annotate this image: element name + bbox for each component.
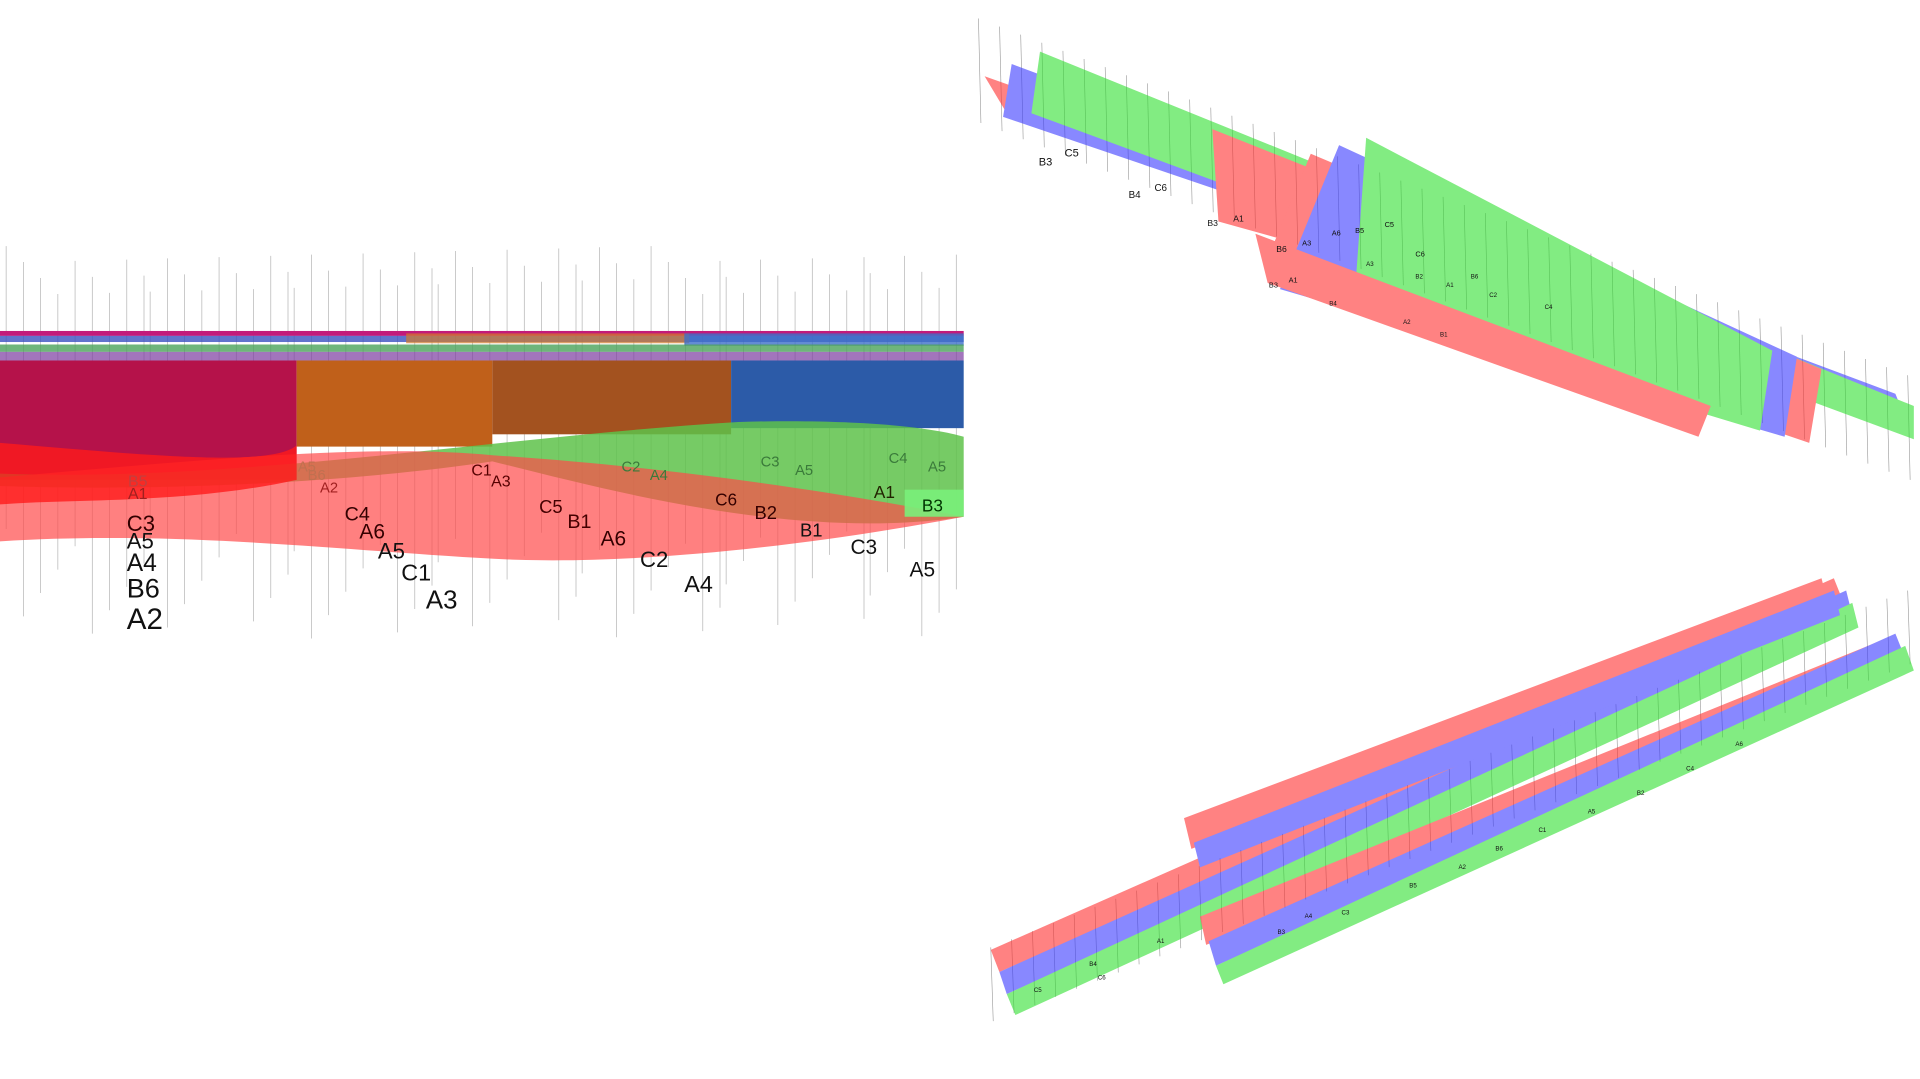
phase-label: B2 [1637, 790, 1645, 797]
ribbon [1216, 645, 1914, 985]
phase-label: C6 [1415, 250, 1424, 259]
ribbon [1353, 137, 1773, 431]
left-view [0, 330, 964, 561]
stripe [0, 344, 964, 352]
phase-label: A1 [128, 486, 148, 503]
phase-label: C2 [622, 459, 641, 475]
stripe [0, 351, 964, 361]
phase-label: A3 [1366, 261, 1374, 268]
phase-label: B6 [308, 468, 326, 484]
phase-label: A1 [1289, 275, 1298, 284]
phase-label: B3 [1039, 156, 1053, 168]
phase-label: C5 [539, 496, 563, 517]
phase-label: A1 [1233, 213, 1244, 223]
phase-label: A4 [127, 550, 157, 577]
phase-label: B3 [1269, 280, 1278, 289]
phase-label: C6 [1098, 975, 1106, 982]
phase-label: B1 [800, 519, 823, 540]
phase-label: B4 [1129, 190, 1142, 201]
block [731, 360, 964, 429]
stripe [406, 333, 690, 344]
phase-label: C4 [345, 504, 370, 526]
phase-label: A6 [359, 520, 385, 543]
phase-label: B3 [922, 495, 943, 515]
phase-label: A4 [1305, 913, 1313, 920]
phase-label: C3 [850, 536, 877, 559]
phase-label: A2 [1403, 319, 1411, 326]
phase-label: B1 [567, 511, 591, 533]
tick-line [999, 26, 1003, 132]
phase-label: B3 [1278, 929, 1286, 936]
ribbon [0, 442, 297, 505]
phase-label: C1 [471, 462, 492, 479]
phase-label: A1 [1446, 282, 1454, 289]
phase-label: A3 [1302, 239, 1311, 248]
phase-label: A5 [910, 558, 936, 581]
phase-label: A5 [928, 459, 946, 475]
top-right-view [984, 51, 1914, 443]
phase-label: A3 [426, 586, 458, 614]
phase-label: C2 [640, 547, 668, 572]
phase-label: C3 [127, 511, 155, 536]
phase-label: A2 [127, 603, 163, 636]
phase-label: A6 [601, 528, 627, 551]
phase-label: C5 [1065, 148, 1079, 160]
phase-label: B5 [1409, 882, 1417, 889]
ribbon [1193, 590, 1840, 868]
stripe [684, 333, 964, 346]
tick-line [978, 18, 982, 124]
phase-label: B6 [1276, 244, 1287, 254]
phase-label: C6 [715, 489, 737, 509]
phase-label: C6 [1154, 183, 1167, 194]
phase-label: C4 [1686, 766, 1694, 773]
phase-label: A1 [874, 482, 895, 502]
phase-label: A1 [1157, 938, 1165, 945]
block [296, 360, 493, 447]
phase-label: C5 [1034, 987, 1042, 994]
phase-label: A3 [491, 474, 511, 491]
phase-label: B5 [1355, 226, 1364, 235]
phase-label: C3 [1342, 910, 1350, 917]
phase-label: A5 [1588, 809, 1596, 816]
phase-label: B4 [1329, 301, 1337, 308]
phase-label: B6 [1495, 846, 1503, 853]
phase-label: A6 [1735, 741, 1743, 748]
ribbon [1006, 602, 1859, 1016]
phase-label: C1 [1538, 827, 1546, 834]
phase-label: B4 [1089, 961, 1097, 968]
ribbon [904, 489, 964, 517]
ribbon [1184, 578, 1828, 849]
tick-line [990, 947, 994, 1022]
phase-label: B3 [1207, 218, 1218, 228]
phase-label: B6 [1471, 273, 1479, 280]
tick-line [1907, 590, 1911, 665]
phase-label: A4 [684, 571, 713, 597]
phase-label: C2 [1489, 292, 1497, 299]
phase-label: C5 [1385, 220, 1394, 229]
phase-label: A5 [378, 538, 405, 563]
phase-label: A5 [127, 528, 154, 553]
phase-label: C1 [401, 560, 431, 586]
block [492, 360, 732, 435]
phase-label: C4 [1545, 304, 1553, 311]
phase-label: C4 [889, 451, 908, 467]
phase-label: B5 [128, 474, 148, 491]
phase-label: C3 [761, 455, 780, 471]
phase-label: B6 [127, 573, 160, 604]
phase-label: A2 [1458, 864, 1466, 871]
bottom-right-view [990, 578, 1914, 1016]
phase-label: A5 [795, 463, 813, 479]
phase-label: A6 [1332, 229, 1341, 238]
phase-label: B2 [1415, 273, 1423, 280]
phase-label: B1 [1440, 331, 1448, 338]
labels: B5A1A5B6A2C1A3C2A4C3A5C4A5C3A5A4B6A2C4A6… [127, 148, 1744, 994]
ribbon [1208, 633, 1906, 966]
phase-label: A4 [650, 468, 668, 484]
ribbon [1255, 233, 1711, 437]
phase-label: A5 [298, 459, 316, 475]
phase-label: B2 [754, 502, 777, 523]
phase-label: A2 [320, 480, 338, 496]
